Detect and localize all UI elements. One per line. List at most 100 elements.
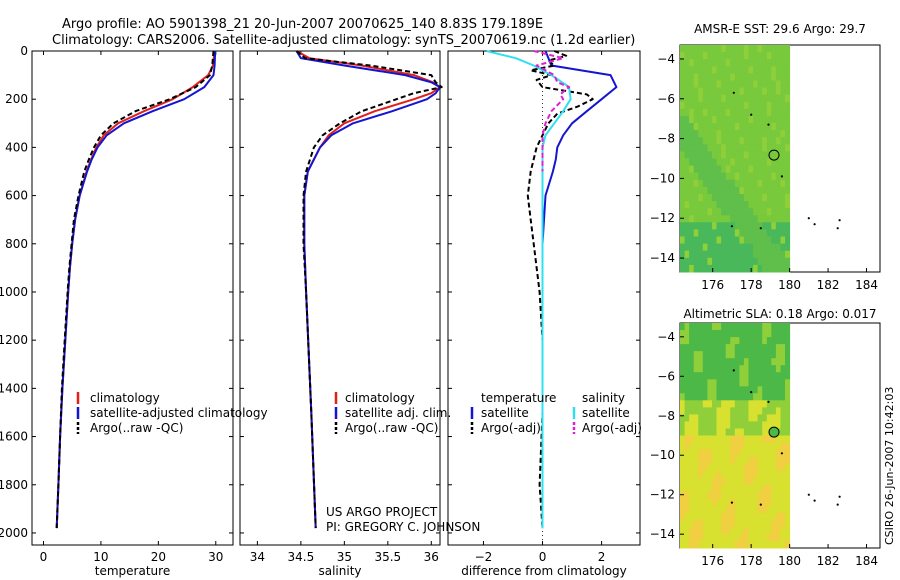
map-cell [734,526,740,535]
legend-label-sal-argo: Argo(-adj) [582,421,642,435]
map-cell [753,541,759,549]
map-cell [698,94,704,103]
map-cell [702,498,708,507]
map-cell [780,526,786,535]
map-cell [702,344,708,352]
map-cell [775,491,781,500]
map-cell [702,421,708,429]
map-cell [707,393,713,401]
map-cell [785,115,791,124]
map-cell [757,229,763,237]
map-cell [730,144,736,152]
map-cell [762,222,768,230]
map-cell [785,365,791,373]
map-cell [757,351,763,359]
map-cell [785,477,791,486]
map-cell [721,526,727,535]
map-cell [716,491,722,500]
map-cell [739,379,745,387]
map-cell [771,151,777,159]
map-cell [734,194,740,202]
map-cell [748,449,754,458]
map-cell [762,428,768,436]
map-cell [785,201,791,209]
map-cell [680,351,686,359]
map-cell [702,533,708,542]
map-cell [734,66,740,74]
map-cell [762,330,768,338]
map-cell [698,194,704,202]
map-cell [739,243,745,252]
map-cell [748,386,754,394]
map-cell [739,372,745,380]
map-cell [734,512,740,521]
map-cell [707,498,713,507]
map-cell [743,463,749,472]
map-cell [707,414,713,422]
map-cell [734,80,740,89]
map-cell [766,179,772,188]
map-cell [725,137,731,145]
map-cell [725,201,731,209]
map-cell [739,94,745,103]
map-cell [785,108,791,117]
map-cell [684,463,690,472]
map-cell [771,414,777,422]
map-cell [725,59,731,67]
map-cell [716,533,722,542]
map-cell [739,428,745,436]
map-cell [725,526,731,535]
map-cell [734,393,740,401]
map-cell [693,94,699,103]
map-cell [698,365,704,373]
map-cell [734,87,740,96]
map-cell [739,151,745,159]
map-cell [689,229,695,237]
legend-heading-temperature: temperature [481,391,556,405]
map-cell [684,151,690,159]
map-cell [766,400,772,408]
map-cell [780,186,786,195]
map-cell [707,215,713,223]
map-cell [775,365,781,373]
map-cell [693,512,699,521]
map-cell [748,208,754,216]
map-cell [689,330,695,338]
map-cell [725,194,731,202]
map-cell [730,484,736,493]
map-cell [734,243,740,252]
map-cell [780,491,786,500]
map-cell [734,165,740,174]
map-cell [780,330,786,338]
map-cell [712,519,718,528]
map-cell [689,491,695,500]
map-cell [730,323,736,331]
map-cell [762,115,768,124]
map-cell [725,442,731,450]
map-cell [689,165,695,174]
map-cell [680,229,686,237]
map-y-tick-label: −6 [657,369,675,383]
map-cell [721,379,727,387]
map-cell [721,243,727,252]
map-cell [757,407,763,415]
plot-frame [239,50,441,546]
map-cell [698,123,704,131]
map-cell [762,442,768,450]
map-cell [780,400,786,408]
map-cell [762,123,768,131]
map-cell [684,484,690,493]
map-cell [753,80,759,89]
map-cell [716,52,722,60]
map-cell [748,393,754,401]
map-cell [743,158,749,167]
map-cell [712,470,718,479]
map-cell [748,108,754,117]
map-cell [762,358,768,366]
map-cell [716,498,722,507]
map-cell [707,477,713,486]
plot-frame [31,50,234,546]
map-cell [680,365,686,373]
salinity-legend: climatology satellite adj. clim. Argo(..… [334,391,451,435]
map-cell [730,194,736,202]
